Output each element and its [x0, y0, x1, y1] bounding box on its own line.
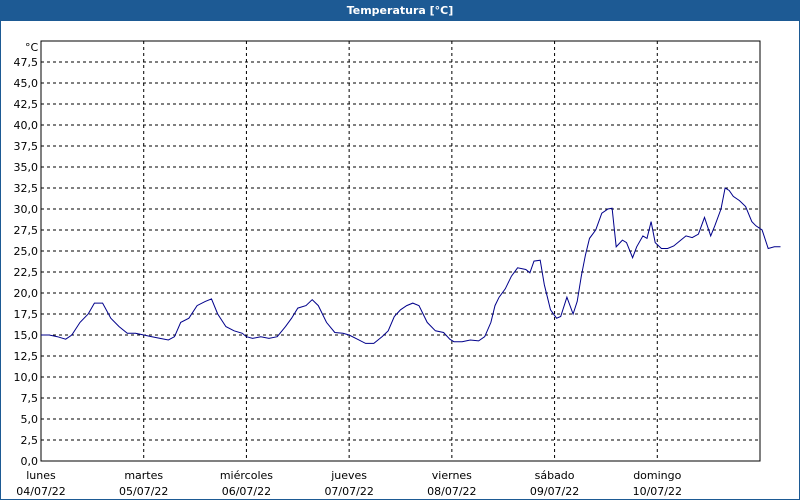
y-tick-label: 0,0: [21, 455, 39, 468]
y-tick-label: 30,0: [14, 203, 39, 216]
x-tick-date: 07/07/22: [324, 485, 373, 498]
y-tick-label: 20,0: [14, 287, 39, 300]
x-tick-date: 06/07/22: [222, 485, 271, 498]
temperature-series-line: [41, 187, 781, 344]
y-tick-label: 7,5: [21, 392, 39, 405]
x-tick-day: domingo: [633, 469, 681, 482]
y-tick-label: 12,5: [14, 350, 39, 363]
x-tick-day: viernes: [432, 469, 472, 482]
x-tick-day: lunes: [26, 469, 56, 482]
y-tick-label: 37,5: [14, 140, 39, 153]
x-tick-date: 04/07/22: [16, 485, 65, 498]
y-tick-label: 22,5: [14, 266, 39, 279]
y-unit-label: °C: [25, 41, 39, 54]
grid: [41, 41, 760, 461]
y-tick-label: 35,0: [14, 161, 39, 174]
x-tick-day: miércoles: [220, 469, 273, 482]
y-tick-label: 27,5: [14, 224, 39, 237]
y-tick-label: 40,0: [14, 119, 39, 132]
x-tick-day: martes: [124, 469, 163, 482]
y-tick-label: 2,5: [21, 434, 39, 447]
x-tick-date: 05/07/22: [119, 485, 168, 498]
window-title: Temperatura [°C]: [1, 1, 799, 21]
x-axis: lunes 04/07/22 martes 05/07/22 miércoles 06/0…: [16, 469, 682, 498]
plot-area: [40, 40, 761, 462]
y-tick-label: 5,0: [21, 413, 39, 426]
x-tick-day: jueves: [330, 469, 367, 482]
x-tick-day: sábado: [535, 469, 575, 482]
y-tick-label: 10,0: [14, 371, 39, 384]
y-tick-label: 42,5: [14, 98, 39, 111]
y-tick-label: 47,5: [14, 56, 39, 69]
temperature-chart: 0,0 2,5 5,0 7,5 10,0 12,5 15,0 17,5 20,0 22,5 25,0…: [14, 40, 781, 498]
x-tick-date: 08/07/22: [427, 485, 476, 498]
y-tick-label: 15,0: [14, 329, 39, 342]
x-tick-date: 09/07/22: [530, 485, 579, 498]
y-tick-label: 17,5: [14, 308, 39, 321]
y-tick-label: 32,5: [14, 182, 39, 195]
y-tick-label: 45,0: [14, 77, 39, 90]
y-axis: 0,0 2,5 5,0 7,5 10,0 12,5 15,0 17,5 20,0 22,5 25,0…: [14, 56, 39, 468]
y-tick-label: 25,0: [14, 245, 39, 258]
x-tick-date: 10/07/22: [633, 485, 682, 498]
